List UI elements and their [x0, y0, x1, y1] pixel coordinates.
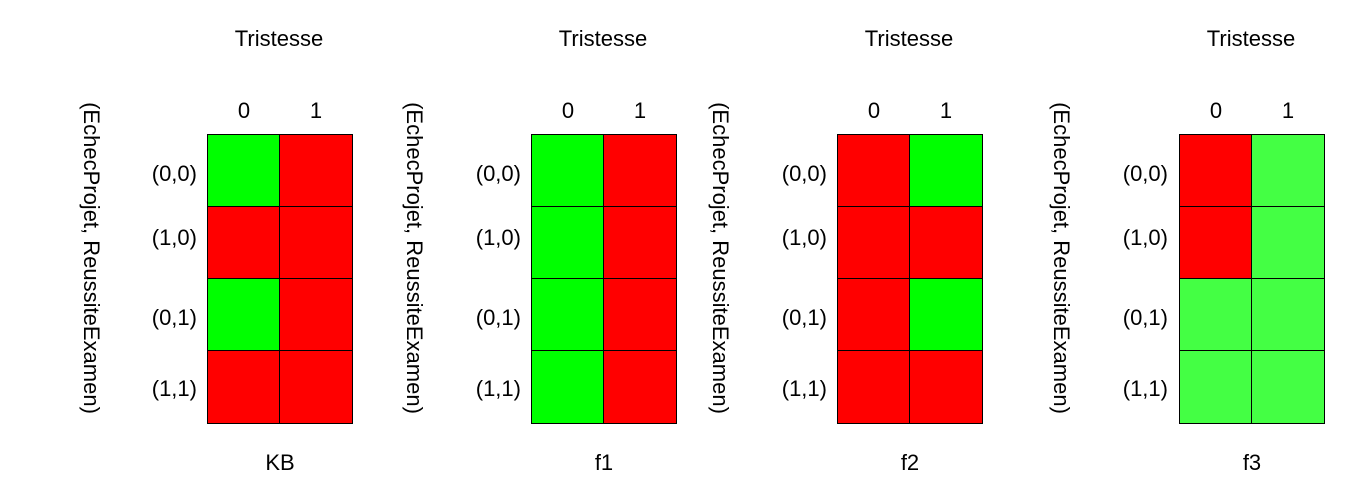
- grid-cell-r2-c0: [532, 279, 604, 351]
- panel-f2: (EchecProjet, ReussiteExamen) Tristesse …: [708, 26, 983, 475]
- row-header-3: (1,1): [1122, 376, 1168, 401]
- row-header-3: (1,1): [475, 376, 521, 401]
- column-header-1: 1: [309, 98, 323, 123]
- grid-cell-r2-c1: [280, 279, 352, 351]
- panel-name: KB: [265, 450, 295, 475]
- row-header-0: (0,0): [781, 161, 827, 186]
- grid-cell-r2-c0: [1180, 279, 1252, 351]
- panel-name: f1: [594, 450, 614, 475]
- grid-cell-r0-c0: [532, 135, 604, 207]
- panel-name: f2: [900, 450, 920, 475]
- column-header-1: 1: [939, 98, 953, 123]
- panel-title: Tristesse: [234, 26, 324, 51]
- row-header-2: (0,1): [151, 305, 197, 330]
- grid-cell-r2-c1: [604, 279, 676, 351]
- panel-title: Tristesse: [1206, 26, 1296, 51]
- column-header-0: 0: [1209, 98, 1223, 123]
- grid-cell-r2-c1: [910, 279, 982, 351]
- grid-cell-r0-c1: [604, 135, 676, 207]
- panel-title: Tristesse: [558, 26, 648, 51]
- grid-cell-r1-c0: [532, 207, 604, 279]
- column-header-1: 1: [1281, 98, 1295, 123]
- grid-cell-r1-c1: [1252, 207, 1324, 279]
- row-header-1: (1,0): [781, 225, 827, 250]
- grid-cell-r3-c1: [280, 351, 352, 423]
- grid-cell-r3-c1: [910, 351, 982, 423]
- grid-cell-r3-c1: [604, 351, 676, 423]
- grid-cell-r2-c1: [1252, 279, 1324, 351]
- column-header-1: 1: [633, 98, 647, 123]
- grid-cell-r0-c1: [280, 135, 352, 207]
- truth-grid: [1179, 134, 1325, 424]
- grid-cell-r0-c0: [1180, 135, 1252, 207]
- grid-cell-r0-c1: [910, 135, 982, 207]
- grid-cell-r3-c0: [532, 351, 604, 423]
- y-axis-label: (EchecProjet, ReussiteExamen): [1049, 102, 1074, 414]
- grid-cell-r2-c0: [208, 279, 280, 351]
- panel-kb: (EchecProjet, ReussiteExamen) Tristesse …: [0, 0, 353, 504]
- row-header-0: (0,0): [1122, 161, 1168, 186]
- grid-cell-r0-c0: [208, 135, 280, 207]
- panel-f1: (EchecProjet, ReussiteExamen) Tristesse …: [402, 26, 677, 475]
- row-header-0: (0,0): [475, 161, 521, 186]
- grid-cell-r1-c0: [1180, 207, 1252, 279]
- grid-cell-r1-c1: [910, 207, 982, 279]
- row-header-1: (1,0): [151, 225, 197, 250]
- row-header-1: (1,0): [475, 225, 521, 250]
- grid-cell-r1-c0: [838, 207, 910, 279]
- row-header-2: (0,1): [781, 305, 827, 330]
- row-header-3: (1,1): [781, 376, 827, 401]
- row-header-3: (1,1): [151, 376, 197, 401]
- row-header-1: (1,0): [1122, 225, 1168, 250]
- row-header-2: (0,1): [1122, 305, 1168, 330]
- grid-cell-r0-c1: [1252, 135, 1324, 207]
- grid-cell-r1-c1: [604, 207, 676, 279]
- truth-grid: [207, 134, 353, 424]
- grid-cell-r3-c0: [1180, 351, 1252, 423]
- grid-cell-r1-c0: [208, 207, 280, 279]
- grid-cell-r3-c0: [208, 351, 280, 423]
- row-header-0: (0,0): [151, 161, 197, 186]
- row-header-2: (0,1): [475, 305, 521, 330]
- column-header-0: 0: [237, 98, 251, 123]
- grid-cell-r0-c0: [838, 135, 910, 207]
- grid-cell-r1-c1: [280, 207, 352, 279]
- column-header-0: 0: [561, 98, 575, 123]
- panel-title: Tristesse: [864, 26, 954, 51]
- grid-cell-r3-c0: [838, 351, 910, 423]
- truth-grid: [837, 134, 983, 424]
- grid-cell-r2-c0: [838, 279, 910, 351]
- truth-grid: [531, 134, 677, 424]
- column-header-0: 0: [867, 98, 881, 123]
- grid-cell-r3-c1: [1252, 351, 1324, 423]
- panel-name: f3: [1242, 450, 1262, 475]
